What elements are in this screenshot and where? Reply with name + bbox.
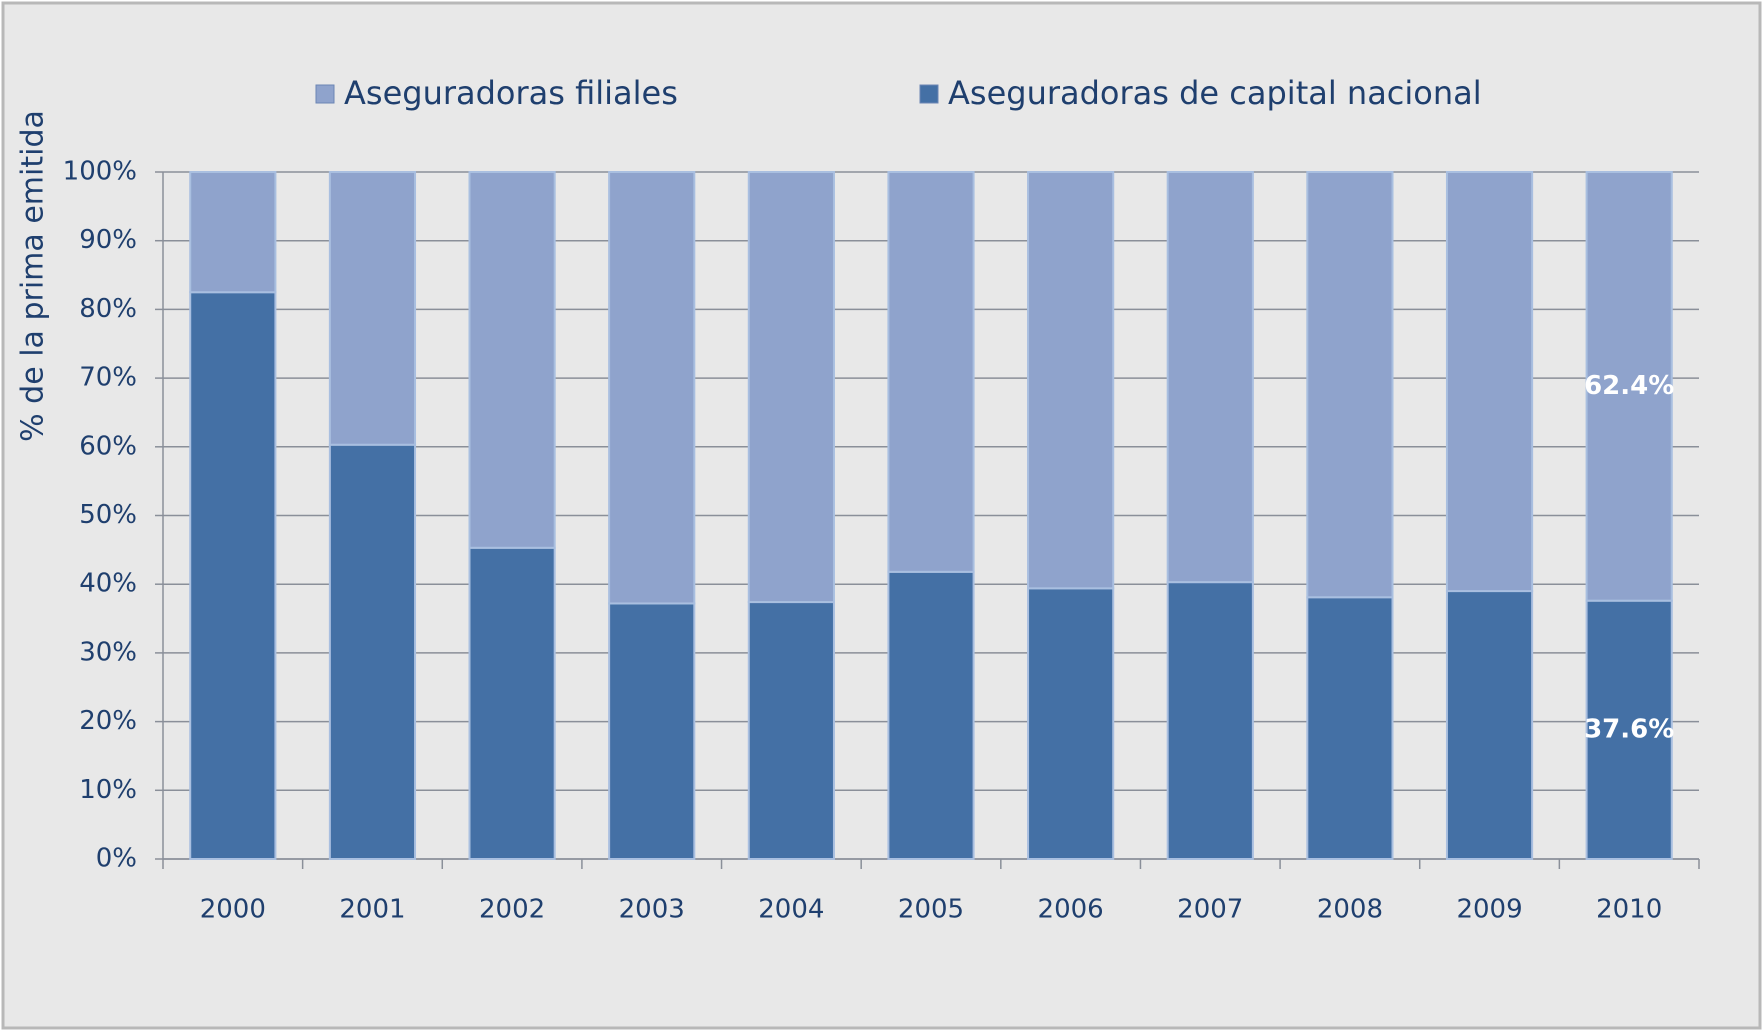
y-tick-label: 10% [79, 775, 137, 805]
x-tick-label: 2001 [339, 895, 405, 925]
x-tick-label: 2006 [1038, 895, 1104, 925]
x-tick-label: 2009 [1456, 895, 1522, 925]
legend-label: Aseguradoras filiales [344, 74, 678, 112]
bar-segment [328, 171, 417, 446]
bar-segment [887, 171, 975, 573]
bar-segment [1166, 581, 1254, 860]
y-tick-label: 60% [79, 431, 137, 461]
y-tick-label: 20% [79, 706, 137, 736]
bar-segment [189, 291, 277, 861]
x-tick-label: 2008 [1317, 895, 1383, 925]
legend-swatch [919, 84, 939, 104]
y-tick-label: 0% [96, 844, 137, 874]
legend-swatch [315, 84, 335, 104]
bar-segment [1027, 171, 1115, 590]
bar-segment [1166, 171, 1254, 584]
y-tick-label: 70% [79, 363, 137, 393]
x-tick-label: 2000 [200, 895, 266, 925]
x-tick-label: 2004 [758, 895, 824, 925]
legend-label: Aseguradoras de capital nacional [948, 74, 1482, 112]
bar-segment [608, 602, 696, 860]
y-tick-label: 50% [79, 500, 137, 530]
x-tick-label: 2010 [1596, 895, 1662, 925]
data-label: 37.6% [1584, 714, 1674, 744]
y-axis-label: % de la prima emitida [16, 110, 51, 442]
bar-segment [468, 546, 556, 860]
bar-segment [1445, 171, 1534, 593]
bar-segment [1585, 599, 1673, 860]
bar-segment [747, 601, 835, 860]
data-label: 62.4% [1584, 371, 1674, 401]
bar-segment [189, 171, 277, 294]
x-tick-label: 2005 [898, 895, 964, 925]
bar-segment [1306, 171, 1394, 599]
x-tick-label: 2003 [619, 895, 685, 925]
bar-segment [1585, 171, 1673, 602]
bar-segment [747, 171, 835, 604]
x-tick-label: 2007 [1177, 895, 1243, 925]
bar-segment [887, 570, 975, 860]
y-tick-label: 100% [63, 157, 137, 187]
y-tick-label: 90% [79, 225, 137, 255]
bar-segment [1306, 596, 1394, 860]
y-tick-label: 40% [79, 569, 137, 599]
bar-segment [328, 443, 417, 860]
bar-segment [1445, 590, 1534, 860]
y-tick-label: 30% [79, 637, 137, 667]
x-tick-label: 2002 [479, 895, 545, 925]
y-tick-label: 80% [79, 294, 137, 324]
bar-segment [608, 171, 696, 605]
bar-segment [1027, 587, 1115, 861]
bar-segment [468, 171, 556, 549]
